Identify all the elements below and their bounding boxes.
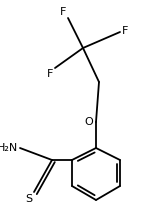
Text: S: S bbox=[25, 194, 32, 204]
Text: F: F bbox=[47, 69, 53, 79]
Text: F: F bbox=[60, 7, 66, 17]
Text: F: F bbox=[122, 26, 128, 36]
Text: O: O bbox=[84, 117, 93, 127]
Text: H₂N: H₂N bbox=[0, 143, 18, 153]
